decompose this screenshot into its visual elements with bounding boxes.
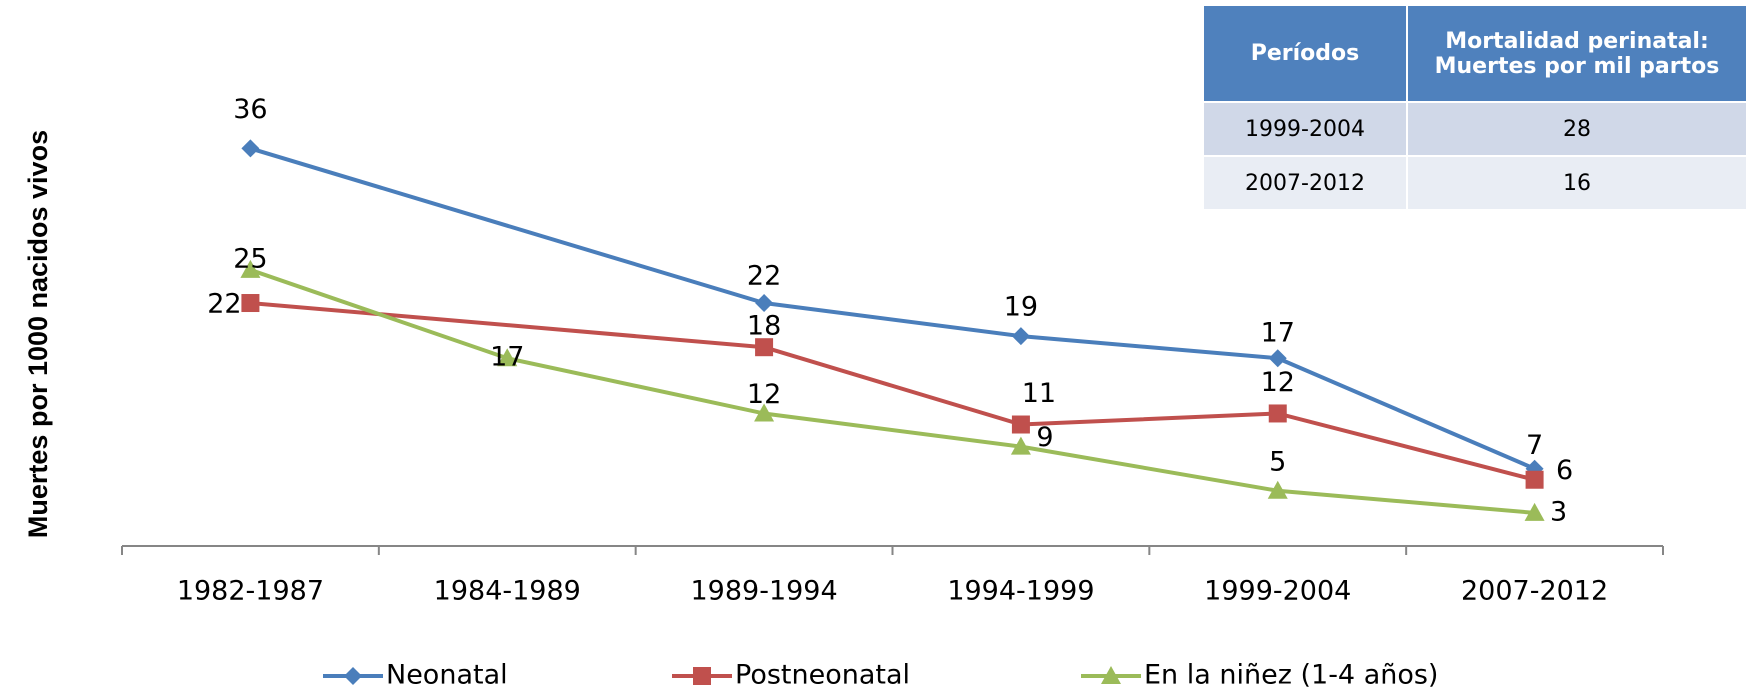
- table-row: 1999-2004 28: [1202, 101, 1748, 157]
- marker: [240, 259, 261, 278]
- marker: [344, 667, 362, 685]
- series-line: [763, 301, 1536, 471]
- marker: [1011, 327, 1030, 346]
- data-label: 17: [490, 342, 524, 373]
- gap-bridge: [249, 146, 765, 305]
- data-label: 22: [747, 261, 781, 292]
- marker: [693, 667, 711, 685]
- table-header: Períodos Mortalidad perinatal: Muertes p…: [1202, 4, 1748, 103]
- marker: [755, 338, 774, 357]
- cell: 28: [1406, 101, 1748, 157]
- data-label: 36: [233, 94, 267, 125]
- data-label: 18: [747, 311, 781, 342]
- x-tick-label: 1982-1987: [177, 576, 324, 607]
- series-line: [763, 345, 1536, 482]
- y-axis-label: Muertes por 1000 nacidos vivos: [23, 130, 53, 538]
- x-tick-label: 1994-1999: [947, 576, 1094, 607]
- cell: 16: [1406, 155, 1748, 211]
- data-label: 11: [1022, 378, 1056, 409]
- perinatal-table: Períodos Mortalidad perinatal: Muertes p…: [1202, 4, 1748, 211]
- marker: [1010, 436, 1031, 455]
- data-label: 19: [1004, 292, 1038, 323]
- marker: [1011, 415, 1030, 434]
- table-row: 2007-2012 16: [1202, 155, 1748, 211]
- data-label: 12: [1261, 367, 1295, 398]
- cell: 1999-2004: [1202, 101, 1408, 157]
- marker: [497, 348, 518, 367]
- data-label: 17: [1261, 318, 1295, 349]
- data-label: 22: [207, 289, 241, 320]
- marker: [1525, 470, 1544, 489]
- data-label: 5: [1269, 446, 1286, 477]
- data-label: 7: [1526, 430, 1543, 461]
- header-cell: Períodos: [1202, 4, 1408, 103]
- gap-bridge: [250, 301, 765, 350]
- marker: [1101, 666, 1121, 684]
- series-line: [249, 267, 1535, 515]
- legend-label: Postneonatal: [735, 660, 910, 691]
- data-label: 3: [1550, 496, 1567, 527]
- marker: [1267, 480, 1288, 499]
- x-tick-label: 1999-2004: [1204, 576, 1351, 607]
- data-label: 25: [233, 243, 267, 274]
- marker: [755, 294, 774, 313]
- header-cell: Mortalidad perinatal: Muertes por mil pa…: [1406, 4, 1748, 103]
- legend-label: En la niñez (1-4 años): [1144, 660, 1438, 691]
- x-tick-label: 1989-1994: [690, 576, 837, 607]
- marker: [1268, 349, 1287, 368]
- marker: [241, 139, 260, 158]
- marker: [1524, 502, 1545, 521]
- x-tick-label: 1984-1989: [434, 576, 581, 607]
- data-label: 12: [747, 379, 781, 410]
- legend-label: Neonatal: [386, 660, 508, 691]
- marker: [241, 294, 260, 313]
- data-label: 9: [1036, 422, 1053, 453]
- data-label: 6: [1556, 455, 1573, 486]
- x-tick-label: 2007-2012: [1461, 576, 1608, 607]
- cell: 2007-2012: [1202, 155, 1408, 211]
- marker: [754, 403, 775, 422]
- marker: [1268, 404, 1287, 423]
